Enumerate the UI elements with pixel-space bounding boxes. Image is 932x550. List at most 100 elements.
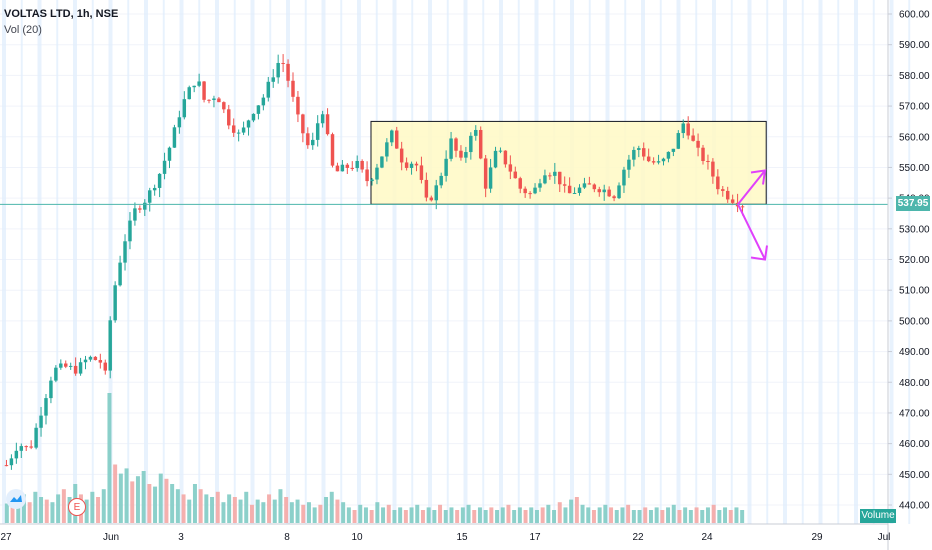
volume-bar — [398, 507, 403, 523]
candle-body — [676, 133, 681, 149]
candlestick-series — [4, 54, 745, 470]
candle-body — [128, 220, 132, 242]
volume-bar — [118, 473, 123, 523]
volume-bar — [631, 510, 636, 523]
volume-bar — [700, 510, 705, 523]
candle-body — [73, 365, 78, 374]
symbol-title[interactable]: VOLTAS LTD, 1h, NSE — [4, 8, 119, 20]
candle-body — [182, 99, 187, 118]
volume-bar — [472, 510, 477, 523]
volume-bar — [181, 494, 186, 523]
volume-bar — [728, 510, 733, 523]
volume-bar — [301, 504, 306, 523]
candle-body — [19, 446, 24, 451]
candle-body — [390, 130, 394, 143]
candle-body — [9, 458, 14, 466]
candle-body — [103, 362, 107, 371]
volume-bar — [249, 504, 254, 523]
candle-body — [483, 158, 488, 189]
volume-bar — [170, 484, 175, 523]
volume-bar — [660, 510, 665, 523]
volume-bar — [386, 504, 391, 523]
volume-bar — [717, 510, 722, 523]
arrow-down-line — [737, 203, 766, 260]
candle-body — [365, 169, 369, 182]
candle-body — [740, 206, 745, 208]
volume-bar — [369, 510, 374, 523]
volume-bar — [130, 481, 135, 523]
volume-bar — [272, 499, 277, 523]
candle-body — [493, 150, 498, 168]
candle-body — [607, 189, 611, 197]
volume-bar — [580, 504, 585, 523]
time-tick-label: 10 — [351, 532, 363, 543]
volume-bar — [39, 497, 44, 523]
candle-body — [528, 193, 532, 195]
volume-bar — [278, 489, 283, 523]
volume-bar — [740, 510, 745, 523]
volume-bar — [164, 478, 169, 523]
candle-body — [533, 187, 537, 194]
chart-grid — [0, 0, 911, 524]
candle-body — [64, 363, 68, 367]
candle-body — [567, 185, 572, 194]
volume-indicator-label[interactable]: Vol (20) — [4, 24, 42, 36]
volume-bar — [341, 502, 346, 523]
candle-body — [29, 446, 33, 448]
volume-bar — [306, 502, 311, 523]
volume-bar — [324, 497, 329, 523]
candle-body — [562, 184, 567, 186]
candle-body — [691, 135, 695, 141]
candle-body — [716, 176, 720, 190]
candle-body — [148, 190, 152, 203]
volume-bar — [489, 507, 494, 523]
candle-body — [646, 156, 651, 162]
volume-bar — [637, 510, 642, 523]
volume-bar — [403, 510, 408, 523]
tradingview-logo-icon[interactable] — [6, 489, 26, 509]
volume-bar — [426, 507, 431, 523]
volume-bar — [432, 510, 437, 523]
volume-bar — [500, 507, 505, 523]
candle-body — [123, 241, 127, 263]
volume-bar — [711, 504, 716, 523]
volume-bar — [438, 504, 443, 523]
volume-bar — [61, 489, 66, 523]
candle-body — [162, 160, 167, 174]
trend-arrows[interactable] — [737, 169, 768, 261]
candle-body — [157, 173, 162, 188]
volume-bar — [267, 494, 272, 523]
candle-body — [350, 167, 354, 169]
volume-pane-label[interactable]: Volume — [860, 509, 896, 523]
volume-bar — [210, 497, 215, 523]
candle-body — [88, 356, 93, 360]
volume-bar — [135, 476, 140, 523]
time-axis[interactable]: 27 Jun 3 8 10 15 17 22 24 29 Jul — [0, 523, 891, 543]
candle-body — [286, 63, 290, 81]
candle-body — [409, 163, 414, 168]
volume-bar — [238, 499, 243, 523]
candle-body — [399, 148, 404, 163]
candle-body — [632, 149, 636, 160]
volume-bar — [671, 504, 676, 523]
candle-body — [498, 150, 503, 152]
volume-bar — [187, 499, 192, 523]
candle-body — [656, 161, 661, 163]
earnings-event-icon[interactable]: E — [68, 498, 86, 516]
candle-body — [24, 446, 28, 448]
candle-body — [721, 189, 725, 191]
candle-body — [582, 183, 587, 188]
candle-body — [143, 202, 147, 210]
candle-body — [236, 132, 241, 134]
candle-body — [701, 147, 705, 161]
candle-body — [251, 113, 256, 121]
price-tick-label: 440.00 — [899, 501, 930, 512]
candle-body — [572, 192, 577, 194]
volume-bar — [443, 510, 448, 523]
candle-body — [256, 105, 261, 114]
time-tick-label: Jul — [878, 532, 891, 543]
volume-bar — [392, 510, 397, 523]
volume-bar — [449, 507, 454, 523]
time-tick-label: 8 — [284, 532, 290, 543]
